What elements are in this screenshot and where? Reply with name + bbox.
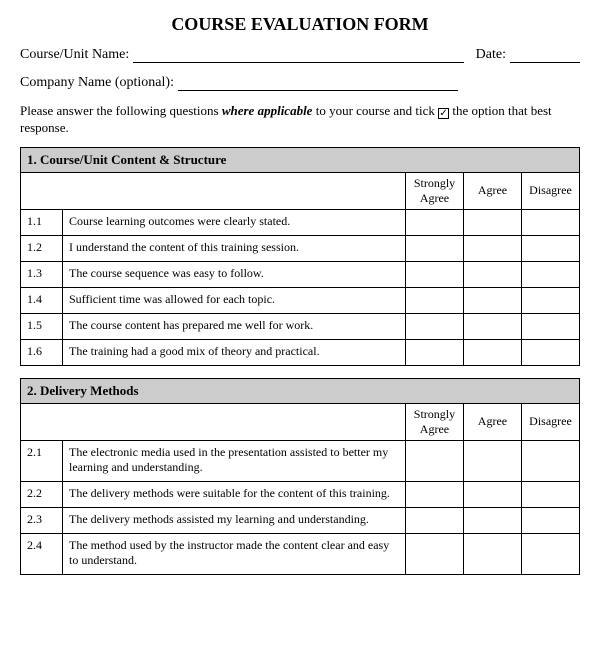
col-agree: Agree	[463, 172, 521, 209]
section1-table: 1. Course/Unit Content & Structure Stron…	[20, 147, 580, 366]
section2-header: 2. Delivery Methods	[21, 378, 580, 403]
row-number: 2.1	[21, 440, 63, 481]
instr-pre: Please answer the following questions	[20, 103, 222, 118]
row-question: Course learning outcomes were clearly st…	[63, 209, 406, 235]
instr-mid: to your course and tick	[312, 103, 438, 118]
answer-cell[interactable]	[405, 481, 463, 507]
answer-cell[interactable]	[521, 339, 579, 365]
answer-cell[interactable]	[521, 287, 579, 313]
row-question: The course content has prepared me well …	[63, 313, 406, 339]
answer-cell[interactable]	[521, 209, 579, 235]
course-name-line: Course/Unit Name: Date:	[20, 47, 580, 63]
answer-cell[interactable]	[521, 313, 579, 339]
answer-cell[interactable]	[463, 507, 521, 533]
answer-cell[interactable]	[463, 261, 521, 287]
section1-blank-header	[21, 172, 406, 209]
col-strongly-agree: Strongly Agree	[405, 172, 463, 209]
answer-cell[interactable]	[463, 235, 521, 261]
answer-cell[interactable]	[463, 440, 521, 481]
date-input[interactable]	[510, 49, 580, 63]
section1-col-header: Strongly Agree Agree Disagree	[21, 172, 580, 209]
company-name-label: Company Name (optional):	[20, 75, 174, 91]
section1-heading: 1. Course/Unit Content & Structure	[21, 147, 580, 172]
instruction-text: Please answer the following questions wh…	[20, 103, 580, 137]
row-number: 2.3	[21, 507, 63, 533]
answer-cell[interactable]	[405, 235, 463, 261]
table-row: 1.4Sufficient time was allowed for each …	[21, 287, 580, 313]
row-number: 2.4	[21, 533, 63, 574]
answer-cell[interactable]	[405, 507, 463, 533]
row-question: Sufficient time was allowed for each top…	[63, 287, 406, 313]
row-number: 1.4	[21, 287, 63, 313]
answer-cell[interactable]	[405, 287, 463, 313]
row-question: The delivery methods assisted my learnin…	[63, 507, 406, 533]
answer-cell[interactable]	[521, 235, 579, 261]
col-disagree: Disagree	[521, 403, 579, 440]
row-number: 2.2	[21, 481, 63, 507]
table-row: 1.3The course sequence was easy to follo…	[21, 261, 580, 287]
table-row: 1.5The course content has prepared me we…	[21, 313, 580, 339]
form-title: COURSE EVALUATION FORM	[20, 14, 580, 35]
answer-cell[interactable]	[463, 481, 521, 507]
row-number: 1.5	[21, 313, 63, 339]
section2-blank-header	[21, 403, 406, 440]
date-label: Date:	[476, 47, 506, 63]
row-number: 1.2	[21, 235, 63, 261]
row-number: 1.3	[21, 261, 63, 287]
answer-cell[interactable]	[405, 440, 463, 481]
row-question: The electronic media used in the present…	[63, 440, 406, 481]
company-name-line: Company Name (optional):	[20, 75, 580, 91]
section2-table: 2. Delivery Methods Strongly Agree Agree…	[20, 378, 580, 575]
answer-cell[interactable]	[521, 481, 579, 507]
company-name-input[interactable]	[178, 77, 458, 91]
row-question: I understand the content of this trainin…	[63, 235, 406, 261]
course-name-input[interactable]	[133, 49, 463, 63]
answer-cell[interactable]	[405, 313, 463, 339]
table-row: 2.1The electronic media used in the pres…	[21, 440, 580, 481]
answer-cell[interactable]	[405, 209, 463, 235]
row-question: The course sequence was easy to follow.	[63, 261, 406, 287]
answer-cell[interactable]	[521, 261, 579, 287]
table-row: 1.1Course learning outcomes were clearly…	[21, 209, 580, 235]
answer-cell[interactable]	[521, 533, 579, 574]
row-number: 1.1	[21, 209, 63, 235]
row-question: The delivery methods were suitable for t…	[63, 481, 406, 507]
instr-ital: where applicable	[222, 103, 313, 118]
answer-cell[interactable]	[463, 287, 521, 313]
section1-header: 1. Course/Unit Content & Structure	[21, 147, 580, 172]
table-row: 2.3The delivery methods assisted my lear…	[21, 507, 580, 533]
answer-cell[interactable]	[463, 209, 521, 235]
answer-cell[interactable]	[405, 261, 463, 287]
row-question: The method used by the instructor made t…	[63, 533, 406, 574]
answer-cell[interactable]	[463, 313, 521, 339]
section2-col-header: Strongly Agree Agree Disagree	[21, 403, 580, 440]
checkbox-icon: ✓	[438, 108, 449, 119]
section2-heading: 2. Delivery Methods	[21, 378, 580, 403]
table-row: 2.2The delivery methods were suitable fo…	[21, 481, 580, 507]
col-disagree: Disagree	[521, 172, 579, 209]
table-row: 2.4The method used by the instructor mad…	[21, 533, 580, 574]
col-strongly-agree: Strongly Agree	[405, 403, 463, 440]
answer-cell[interactable]	[463, 339, 521, 365]
table-row: 1.6The training had a good mix of theory…	[21, 339, 580, 365]
answer-cell[interactable]	[463, 533, 521, 574]
table-row: 1.2I understand the content of this trai…	[21, 235, 580, 261]
answer-cell[interactable]	[405, 533, 463, 574]
answer-cell[interactable]	[521, 440, 579, 481]
course-name-label: Course/Unit Name:	[20, 47, 129, 63]
row-number: 1.6	[21, 339, 63, 365]
col-agree: Agree	[463, 403, 521, 440]
answer-cell[interactable]	[405, 339, 463, 365]
row-question: The training had a good mix of theory an…	[63, 339, 406, 365]
answer-cell[interactable]	[521, 507, 579, 533]
